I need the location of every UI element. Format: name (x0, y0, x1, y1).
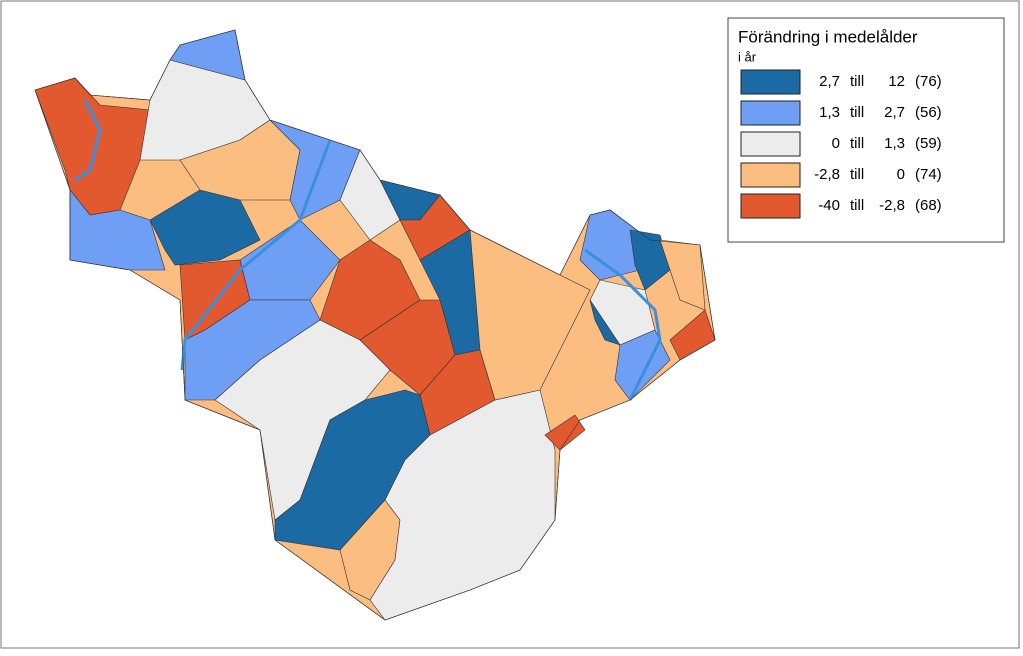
legend-connector: till (850, 135, 864, 152)
legend-count: (56) (915, 104, 942, 121)
region (544, 414, 586, 451)
legend-title: Förändring i medelålder (738, 27, 918, 46)
legend-count: (59) (915, 135, 942, 152)
legend-swatch (740, 131, 801, 157)
legend-swatch (740, 69, 801, 95)
map (34, 29, 716, 621)
legend-subtitle: i år (738, 49, 757, 64)
legend: Förändring i medelålder i år 2,7 till 12 (7… (727, 17, 1005, 243)
legend-from: 2,7 (819, 73, 840, 90)
legend-items: 2,7 till 12 (76) 1,3 till 2,7 (56) 0 till 1,3 (59) -… (740, 69, 942, 219)
legend-swatch (740, 193, 801, 219)
river (180, 139, 332, 371)
legend-swatch (740, 100, 801, 126)
region (469, 229, 591, 401)
legend-connector: till (850, 73, 864, 90)
region (589, 299, 621, 346)
legend-to: 1,3 (884, 135, 905, 152)
river (74, 99, 102, 182)
river (584, 248, 662, 401)
legend-to: 0 (897, 166, 905, 183)
region (629, 229, 671, 291)
legend-from: -40 (818, 197, 840, 214)
legend-count: (76) (915, 73, 942, 90)
legend-count: (74) (915, 166, 942, 183)
legend-to: 12 (888, 73, 905, 90)
legend-connector: till (850, 166, 864, 183)
region (34, 77, 151, 216)
legend-connector: till (850, 104, 864, 121)
legend-from: 1,3 (819, 104, 840, 121)
municipality-border (34, 29, 716, 621)
legend-swatch (740, 162, 801, 188)
legend-connector: till (850, 197, 864, 214)
legend-to: -2,8 (879, 197, 905, 214)
legend-to: 2,7 (884, 104, 905, 121)
legend-from: -2,8 (814, 166, 840, 183)
legend-from: 0 (832, 135, 840, 152)
legend-count: (68) (915, 197, 942, 214)
